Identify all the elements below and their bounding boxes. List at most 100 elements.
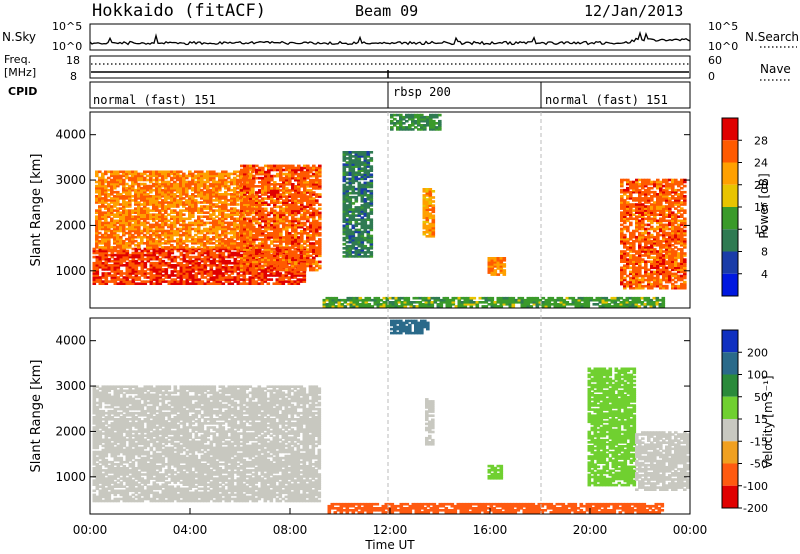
heatmap-cell: [221, 272, 226, 275]
heatmap-cell: [221, 217, 225, 221]
heatmap-cell: [300, 168, 304, 172]
heatmap-cell: [255, 250, 259, 253]
heatmap-cell: [185, 227, 189, 231]
heatmap-cell: [134, 190, 138, 194]
heatmap-cell: [634, 296, 639, 300]
heatmap-cell: [291, 170, 295, 174]
heatmap-cell: [101, 264, 106, 267]
heatmap-cell: [240, 268, 244, 272]
heatmap-cell: [309, 207, 313, 211]
heatmap-cell: [224, 268, 229, 271]
heatmap-cell: [137, 215, 141, 218]
heatmap-cell: [363, 159, 368, 162]
heatmap-cell: [98, 276, 103, 279]
heatmap-cell: [194, 203, 198, 206]
heatmap-cell: [397, 296, 402, 300]
heatmap-cell: [167, 251, 172, 255]
heatmap-cell: [294, 170, 298, 174]
heatmap-cell: [589, 298, 594, 302]
heatmap-cell: [179, 219, 183, 223]
heatmap-cell: [345, 161, 350, 164]
heatmap-cell: [267, 234, 271, 237]
heatmap-cell: [252, 195, 256, 198]
heatmap-cell: [221, 201, 225, 204]
heatmap-cell: [212, 255, 217, 259]
heatmap-cell: [267, 227, 271, 231]
heatmap-cell: [626, 248, 630, 251]
heatmap-cell: [95, 180, 99, 184]
heatmap-cell: [113, 225, 117, 229]
heatmap-cell: [246, 201, 250, 204]
heatmap-cell: [122, 264, 127, 267]
heatmap-cell: [312, 225, 316, 229]
heatmap-cell: [137, 221, 141, 225]
heatmap-cell: [258, 185, 262, 188]
heatmap-cell: [258, 211, 262, 215]
heatmap-cell: [249, 236, 253, 239]
heatmap-cell: [249, 211, 253, 215]
heatmap-cell: [185, 201, 189, 204]
heatmap-cell: [110, 184, 114, 188]
heatmap-cell: [285, 181, 289, 184]
heatmap-cell: [285, 246, 289, 249]
heatmap-cell: [227, 172, 231, 176]
heatmap-cell: [137, 172, 141, 176]
heatmap-cell: [137, 213, 141, 216]
heatmap-cell: [632, 203, 636, 206]
heatmap-cell: [206, 247, 211, 251]
heatmap-cell: [110, 246, 114, 249]
heatmap-cell: [412, 301, 417, 304]
heatmap-cell: [626, 217, 630, 221]
heatmap-cell: [649, 303, 654, 306]
heatmap-cell: [149, 184, 153, 188]
heatmap-cell: [173, 255, 178, 259]
heatmap-cell: [249, 240, 253, 243]
heatmap-cell: [188, 199, 192, 202]
heatmap-cell: [357, 151, 362, 154]
heatmap-cell: [182, 217, 186, 221]
heatmap-cell: [212, 261, 217, 265]
heatmap-cell: [218, 257, 223, 261]
heatmap-cell: [363, 189, 368, 193]
heatmap-cell: [230, 239, 234, 243]
heatmap-cell: [258, 181, 262, 184]
heatmap-cell: [291, 217, 295, 221]
heatmap-cell: [233, 180, 237, 184]
heatmap-cell: [155, 280, 160, 283]
heatmap-cell: [185, 280, 190, 283]
heatmap-cell: [282, 264, 286, 268]
heatmap-cell: [312, 172, 316, 176]
heatmap-cell: [328, 305, 333, 308]
heatmap-cell: [388, 305, 393, 308]
heatmap-cell: [628, 305, 633, 308]
heatmap-cell: [445, 303, 450, 306]
heatmap-cell: [125, 195, 129, 198]
heatmap-cell: [366, 234, 371, 238]
heatmap-cell: [399, 128, 403, 131]
heatmap-cell: [170, 172, 174, 176]
heatmap-cell: [143, 176, 147, 180]
heatmap-cell: [188, 257, 193, 261]
heatmap-cell: [176, 233, 180, 237]
heatmap-cell: [623, 268, 627, 272]
heatmap-cell: [182, 184, 186, 188]
heatmap-cell: [236, 251, 241, 255]
station-title: Hokkaido (fitACF): [92, 1, 266, 21]
heatmap-cell: [279, 215, 283, 219]
heatmap-cell: [405, 119, 409, 123]
heatmap-cell: [167, 180, 171, 184]
heatmap-cell: [221, 261, 226, 265]
heatmap-cell: [425, 235, 430, 238]
heatmap-cell: [424, 301, 429, 304]
heatmap-cell: [161, 217, 165, 221]
heatmap-cell: [369, 185, 374, 189]
heatmap-cell: [243, 225, 247, 229]
heatmap-cell: [312, 203, 316, 206]
heatmap-cell: [107, 229, 111, 233]
heatmap-cell: [348, 234, 353, 238]
heatmap-cell: [345, 153, 350, 156]
heatmap-cell: [261, 178, 265, 182]
heatmap-cell: [426, 119, 430, 123]
heatmap-cell: [236, 190, 240, 194]
heatmap-cell: [113, 264, 118, 267]
